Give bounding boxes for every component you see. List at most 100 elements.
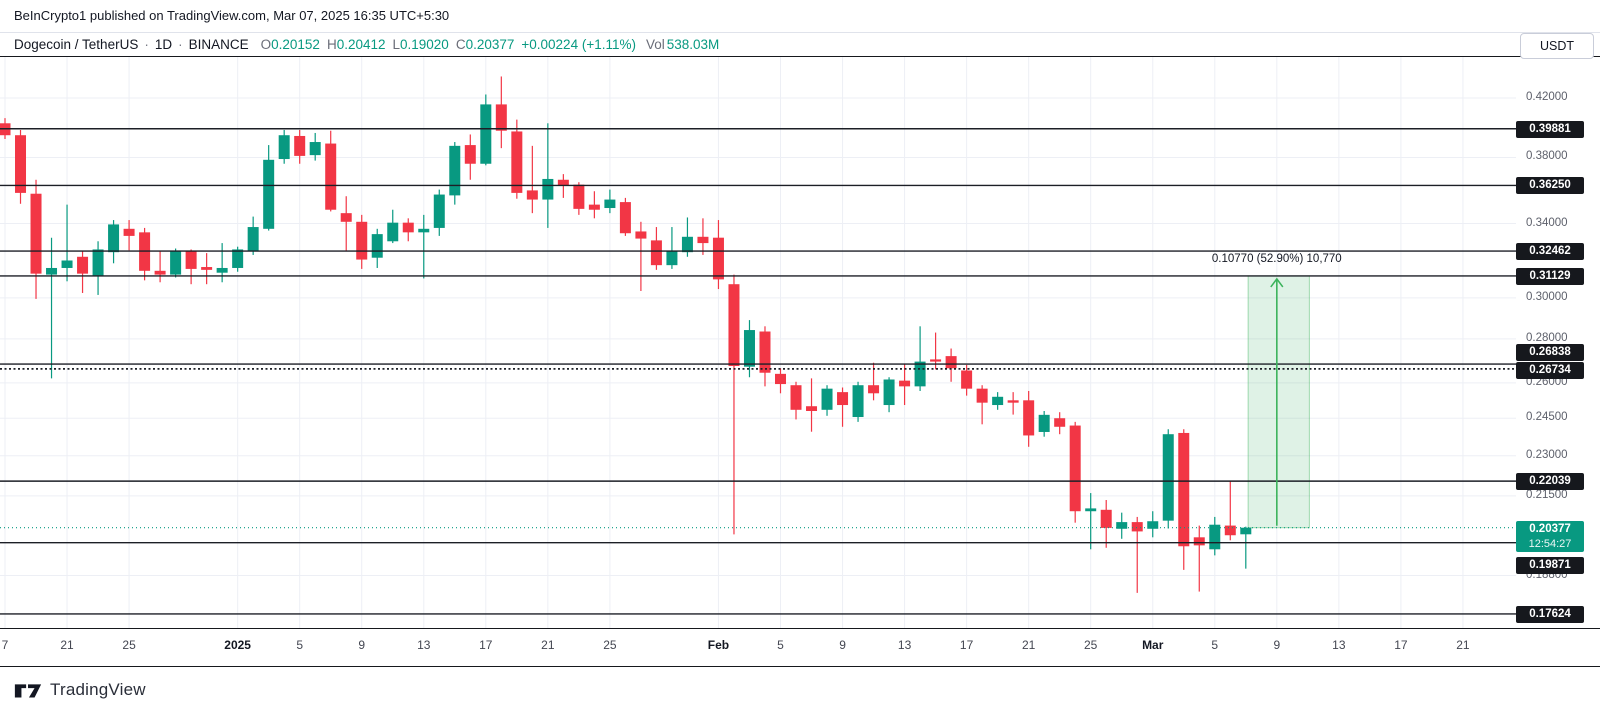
- projection-arrowhead-icon: [1270, 277, 1284, 288]
- price-projection-box[interactable]: [1247, 275, 1310, 529]
- candle: [945, 348, 957, 382]
- candle: [1193, 525, 1205, 592]
- candle: [61, 204, 73, 282]
- price-axis-label: 0.42000: [1526, 91, 1568, 103]
- time-axis-label: 17: [1394, 638, 1408, 652]
- time-axis-label: 13: [1332, 638, 1346, 652]
- candle: [930, 332, 942, 370]
- candle: [77, 251, 89, 293]
- price-axis-label: 0.26000: [1526, 375, 1568, 388]
- candle: [1054, 412, 1066, 435]
- candle: [46, 237, 58, 379]
- interval-label[interactable]: 1D: [154, 37, 173, 52]
- price-axis-label: 0.24500: [1526, 411, 1568, 424]
- price-level-badge: 0.26838: [1516, 343, 1584, 361]
- ohlc-letter: O: [260, 37, 272, 52]
- candle: [340, 196, 352, 252]
- symbol-title[interactable]: Dogecoin / TetherUS: [14, 37, 139, 52]
- candle: [1131, 516, 1143, 593]
- time-axis-label: 5: [296, 638, 304, 652]
- candle: [185, 249, 197, 285]
- price-axis-label: 0.34000: [1526, 216, 1568, 229]
- candle: [123, 220, 135, 251]
- candle: [263, 145, 275, 231]
- time-axis-label: 9: [839, 638, 846, 652]
- plot-area[interactable]: 0.10770 (52.90%) 10,770: [0, 57, 1516, 628]
- time-axis-label: 13: [897, 638, 912, 652]
- time-axis-label: 21: [541, 638, 555, 652]
- time-axis-label: 5: [1211, 638, 1219, 652]
- candle: [371, 228, 383, 268]
- candle: [1038, 410, 1050, 437]
- candle: [511, 119, 523, 199]
- ohlc-letter: C: [455, 37, 466, 52]
- candle: [464, 134, 476, 180]
- currency-toggle-button[interactable]: USDT: [1520, 33, 1594, 59]
- candle: [806, 378, 818, 432]
- candle: [526, 145, 538, 214]
- candle: [495, 76, 507, 149]
- candle: [1116, 512, 1128, 539]
- candle: [790, 381, 802, 420]
- candle: [1085, 493, 1097, 550]
- candle: [356, 214, 368, 269]
- candle: [728, 274, 740, 535]
- candle: [852, 381, 864, 422]
- price-level-badge: 0.26734: [1516, 361, 1584, 379]
- time-axis-label: 25: [1084, 638, 1098, 652]
- attribution-text: BeInCrypto1 published on TradingView.com…: [14, 8, 450, 23]
- time-axis-label: 21: [60, 638, 74, 652]
- ohlc-value: 0.20377: [465, 37, 515, 52]
- price-level-badge: 0.36250: [1516, 176, 1584, 194]
- candle: [1069, 421, 1081, 523]
- candle: [325, 130, 337, 212]
- candle: [278, 129, 290, 164]
- candle: [619, 197, 631, 236]
- volume-label: Vol: [645, 37, 665, 52]
- time-axis-label: 17: [959, 638, 974, 652]
- time-axis[interactable]: 7 21 25 2025 5 9 13 17 21 25 Feb 5 9 13 17 21 25 Mar 5 9 13 1…: [0, 628, 1600, 666]
- candle: [433, 189, 445, 236]
- separator-dot: ·: [178, 37, 183, 52]
- price-axis-label: 0.38000: [1526, 150, 1568, 163]
- candle: [1178, 429, 1190, 570]
- tradingview-logo-icon[interactable]: [13, 679, 43, 701]
- time-axis-label: 25: [603, 638, 617, 652]
- brand-name[interactable]: TradingView: [50, 679, 146, 699]
- volume-value: 538.03M: [666, 37, 720, 52]
- candle: [247, 216, 259, 255]
- candle: [759, 326, 771, 387]
- candle: [15, 129, 27, 204]
- candle: [681, 217, 693, 257]
- price-change: +0.00224 (+1.11%): [521, 37, 636, 52]
- time-axis-label: Mar: [1142, 638, 1164, 652]
- time-axis-label: 25: [122, 638, 136, 652]
- candle: [30, 179, 42, 299]
- candle: [1147, 511, 1159, 538]
- candle: [309, 132, 321, 161]
- time-axis-label: 9: [1273, 638, 1281, 652]
- candle: [697, 218, 709, 255]
- candle: [1162, 429, 1174, 529]
- ohlc-value: 0.19020: [400, 37, 449, 52]
- price-axis[interactable]: 0.20377 12:54:27 0.42000 0.38000 0.34000 0.…: [1516, 0, 1600, 712]
- candle: [480, 94, 492, 166]
- candle: [1007, 392, 1019, 415]
- time-axis-label: Feb: [707, 638, 730, 652]
- candle: [402, 218, 414, 242]
- time-axis-label: 21: [1456, 638, 1470, 652]
- price-axis-label: 0.23000: [1526, 448, 1568, 461]
- price-level-badge: 0.19871: [1516, 556, 1584, 574]
- candle: [914, 326, 926, 391]
- candle: [743, 320, 755, 378]
- candle: [449, 142, 461, 205]
- price-level-badge: 0.32462: [1516, 242, 1584, 260]
- candle: [139, 227, 151, 281]
- candle: [992, 392, 1004, 410]
- candle-countdown: 12:54:27: [1528, 537, 1572, 550]
- price-level-badge: 0.22039: [1516, 472, 1584, 490]
- current-price-value: 0.20377: [1529, 522, 1571, 535]
- price-level-badge: 0.31129: [1516, 267, 1584, 285]
